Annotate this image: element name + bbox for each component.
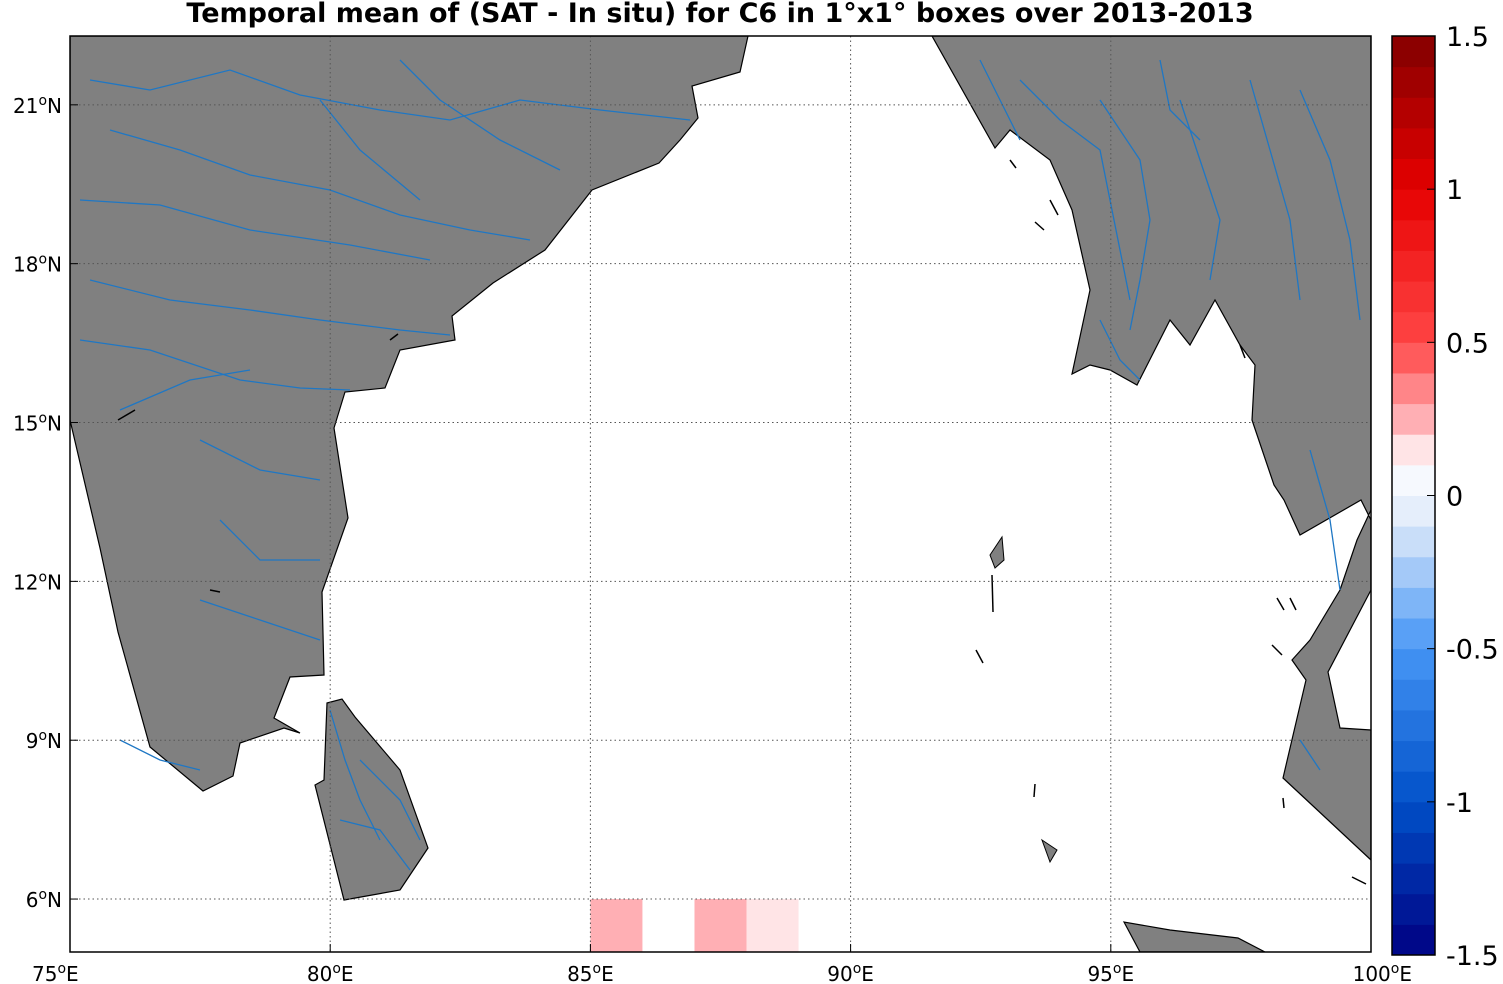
colorbar-segment <box>1392 587 1435 619</box>
colorbar-segment <box>1392 648 1435 680</box>
sri-lanka <box>314 698 429 901</box>
map-title: Temporal mean of (SAT - In situ) for C6 … <box>186 0 1254 29</box>
colorbar-segment <box>1392 679 1435 711</box>
colorbar-segment <box>1392 464 1435 496</box>
colorbar-segment <box>1392 66 1435 98</box>
colorbar-segment <box>1392 801 1435 833</box>
colorbar-segment <box>1392 893 1435 925</box>
india-landmass <box>70 36 749 792</box>
colorbar-segment <box>1392 434 1435 466</box>
colorbar-segment <box>1392 771 1435 803</box>
lat-tick-label: 12oN <box>13 569 62 594</box>
colorbar-segment <box>1392 924 1435 956</box>
colorbar-segment <box>1392 250 1435 282</box>
data-boxes <box>590 899 799 952</box>
colorbar-segment <box>1392 311 1435 343</box>
colorbar-segment <box>1392 526 1435 558</box>
colorbar-segment <box>1392 372 1435 405</box>
lon-tick-label: 85oE <box>567 961 614 984</box>
andaman-island-north <box>989 535 1005 569</box>
colorbar-segment <box>1392 832 1435 864</box>
map-frame <box>69 35 1372 953</box>
colorbar-segment <box>1392 495 1435 527</box>
lon-tick-label: 95oE <box>1087 961 1134 984</box>
longitude-ticks: 75oE 80oE 85oE 90oE 95oE 100oE <box>32 944 1412 984</box>
colorbar-tick-label: 0 <box>1446 482 1463 513</box>
colorbar-tick-label: -1.5 <box>1446 941 1499 972</box>
lat-tick-label: 18oN <box>13 252 62 277</box>
colorbar-segment <box>1392 556 1435 588</box>
colorbar-ticks: 1.5 1 0.5 0 -0.5 -1 -1.5 <box>1427 22 1499 972</box>
colorbar-segment <box>1392 709 1435 742</box>
lon-tick-label: 90oE <box>827 961 874 984</box>
colorbar-tick-label: 1.5 <box>1446 22 1489 53</box>
lon-tick-label: 100oE <box>1353 961 1412 984</box>
colorbar-segment <box>1392 342 1435 374</box>
colorbar-tick-label: -0.5 <box>1446 635 1499 666</box>
nicobar-island <box>1041 838 1058 864</box>
data-box <box>746 899 799 952</box>
lon-tick-label: 80oE <box>307 961 354 984</box>
data-box <box>694 899 747 952</box>
sumatra-tip <box>1122 921 1266 952</box>
colorbar-segment <box>1392 618 1435 650</box>
rivers <box>79 59 1361 871</box>
colorbar-segment <box>1392 740 1435 772</box>
colorbar-segment <box>1392 36 1435 68</box>
lon-tick-label: 75oE <box>32 961 79 984</box>
lat-tick-label: 15oN <box>13 411 62 436</box>
land <box>70 36 1371 952</box>
colorbar-segment <box>1392 127 1435 160</box>
latitude-ticks: 6oN 9oN 12oN 15oN 18oN 21oN <box>13 93 78 912</box>
graticule <box>70 36 1371 952</box>
colorbar-tick-label: 0.5 <box>1446 328 1489 359</box>
colorbar <box>1391 35 1436 956</box>
lat-tick-label: 6oN <box>26 887 62 912</box>
colorbar-segment <box>1392 189 1435 221</box>
lat-tick-label: 9oN <box>26 728 62 753</box>
lat-tick-label: 21oN <box>13 93 62 118</box>
colorbar-segment <box>1392 863 1435 895</box>
colorbar-segment <box>1392 403 1435 435</box>
colorbar-segment <box>1392 97 1435 129</box>
colorbar-tick-label: 1 <box>1446 175 1463 206</box>
colorbar-segment <box>1392 219 1435 251</box>
colorbar-segment <box>1392 158 1435 190</box>
data-box <box>590 899 643 952</box>
coastline-fragments <box>117 159 1367 885</box>
colorbar-segment <box>1392 281 1435 313</box>
myanmar-bangladesh-landmass <box>931 36 1371 861</box>
colorbar-tick-label: -1 <box>1446 788 1473 819</box>
